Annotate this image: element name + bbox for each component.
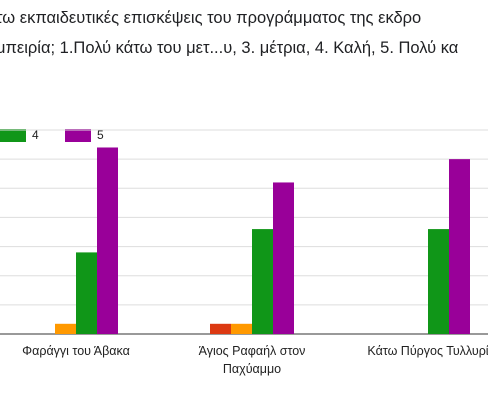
x-tick-label: Κάτω Πύργος Τυλλυρί (348, 342, 488, 360)
bar-4-1[interactable] (252, 229, 273, 334)
x-tick-label-line: Κάτω Πύργος Τυλλυρί (367, 344, 488, 358)
legend-item-5[interactable]: 5 (65, 127, 104, 143)
legend-label-4: 4 (32, 128, 39, 142)
x-tick-label: Άγιος Ραφαήλ στον Παχύαμμο (172, 342, 332, 378)
bar-3-0[interactable] (55, 323, 76, 334)
bar-4-2[interactable] (428, 229, 449, 334)
bar-3-1[interactable] (231, 323, 252, 334)
legend-item-4[interactable]: 4 (0, 127, 39, 143)
bar-5-2[interactable] (449, 159, 470, 334)
legend-label-5: 5 (97, 128, 104, 142)
x-tick-label-line: Φαράγγι του Άβακα (22, 344, 130, 358)
x-tick-label-line: Παχύαμμο (222, 362, 282, 376)
bar-5-0[interactable] (97, 147, 118, 334)
legend-swatch-5 (65, 128, 91, 142)
chart-title-line-1: τω εκπαιδευτικές επισκέψεις του προγράμμ… (0, 9, 422, 27)
legend-swatch-4 (0, 128, 26, 142)
x-tick-label-line: Άγιος Ραφαήλ στον (198, 344, 306, 358)
bar-2-1[interactable] (210, 323, 231, 334)
chart-title-line-2: μπειρία; 1.Πολύ κάτω του μετ...υ, 3. μέτ… (0, 39, 459, 57)
bar-4-0[interactable] (76, 252, 97, 334)
x-tick-label: Φαράγγι του Άβακα (0, 342, 156, 360)
bar-5-1[interactable] (273, 182, 294, 334)
